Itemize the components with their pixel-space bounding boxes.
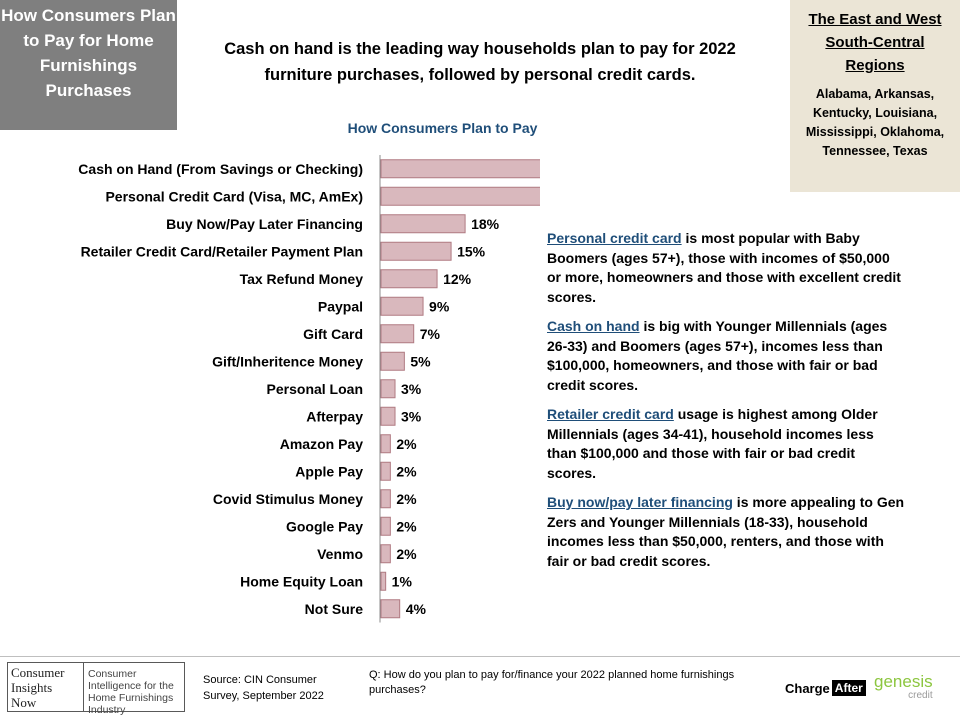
insight-personal-credit-card: Personal credit card is most popular wit… [547,229,907,307]
category-label: Afterpay [306,408,363,424]
data-label: 4% [406,601,427,617]
insight-key: Personal credit card [547,230,682,246]
category-label: Paypal [318,298,363,314]
data-label: 2% [396,546,417,562]
insight-key: Retailer credit card [547,406,674,422]
genesis-logo: genesis credit [874,673,933,701]
bar [380,544,391,564]
region-title: The East and West South-Central Regions [808,11,942,74]
insight-retailer-credit-card: Retailer credit card usage is highest am… [547,405,907,483]
category-label: Not Sure [305,601,364,617]
category-label: Apple Pay [295,463,363,479]
data-label: 2% [396,463,417,479]
bar-chart: Cash on Hand (From Savings or Checking) 5… [78,155,540,623]
region-states: Alabama, Arkansas, Kentucky, Louisiana, … [805,87,945,158]
category-label: Buy Now/Pay Later Financing [166,216,363,232]
category-label: Amazon Pay [280,436,363,452]
cin-logo-wordmark: Consumer Insights Now [8,663,84,711]
category-label: Personal Loan [267,381,363,397]
data-label: 12% [443,271,472,287]
data-label: 18% [471,216,500,232]
bar [380,241,452,261]
bar [380,186,540,206]
bar [380,379,396,399]
footer-divider [0,656,960,657]
bar [380,571,387,591]
category-label: Gift/Inheritence Money [212,353,363,369]
data-label: 7% [420,326,441,342]
data-label: 2% [396,436,417,452]
bar [380,489,391,509]
insight-text: is most popular with Baby Boomers (ages … [547,230,901,305]
data-label: 5% [410,353,431,369]
category-label: Home Equity Loan [240,573,363,589]
bar [380,214,466,234]
data-label: 9% [429,298,450,314]
category-label: Gift Card [303,326,363,342]
data-label: 2% [396,518,417,534]
corner-title: How Consumers Plan to Pay for Home Furni… [0,0,177,130]
headline: Cash on hand is the leading way househol… [224,40,736,84]
bar [380,296,424,316]
data-label: 2% [396,491,417,507]
data-label: 3% [401,381,422,397]
insight-text: usage is highest among Older Millennials… [547,406,878,481]
source-note: Source: CIN Consumer Survey, September 2… [203,674,324,702]
insights-panel: Personal credit card is most popular wit… [547,229,907,581]
chargeafter-logo: Charge After [785,680,866,696]
bar [380,324,415,344]
bar [380,461,391,481]
chargeafter-charge: Charge [785,680,830,696]
cin-logo: Consumer Insights Now Consumer Intellige… [7,662,185,716]
insight-text: is big with Younger Millennials (ages 26… [547,318,888,393]
bar [380,516,391,536]
bar [380,351,405,371]
insight-cash-on-hand: Cash on hand is big with Younger Millenn… [547,317,907,395]
category-label: Personal Credit Card (Visa, MC, AmEx) [105,188,363,204]
chargeafter-after: After [831,680,866,696]
category-label: Covid Stimulus Money [213,491,363,507]
bar [380,159,540,179]
bar [380,406,396,426]
region-box: The East and West South-Central Regions … [790,0,960,192]
cin-logo-tagline: Consumer Intelligence for the Home Furni… [88,668,174,716]
category-label: Retailer Credit Card/Retailer Payment Pl… [81,243,363,259]
bar [380,599,401,619]
data-label: 3% [401,408,422,424]
insight-key: Buy now/pay later financing [547,494,733,510]
category-label: Venmo [317,546,363,562]
insight-bnpl: Buy now/pay later financing is more appe… [547,493,907,571]
insight-text: is more appealing to Gen Zers and Younge… [547,494,905,569]
data-label: 1% [392,573,413,589]
bar [380,434,391,454]
insight-key: Cash on hand [547,318,640,334]
category-label: Tax Refund Money [240,271,364,287]
genesis-name: genesis [874,672,933,691]
chart-title: How Consumers Plan to Pay [347,120,538,136]
bar [380,269,438,289]
genesis-sub: credit [908,690,933,701]
data-label: 15% [457,243,486,259]
category-label: Google Pay [286,518,363,534]
survey-question: Q: How do you plan to pay for/finance yo… [369,669,735,696]
category-label: Cash on Hand (From Savings or Checking) [78,161,363,177]
